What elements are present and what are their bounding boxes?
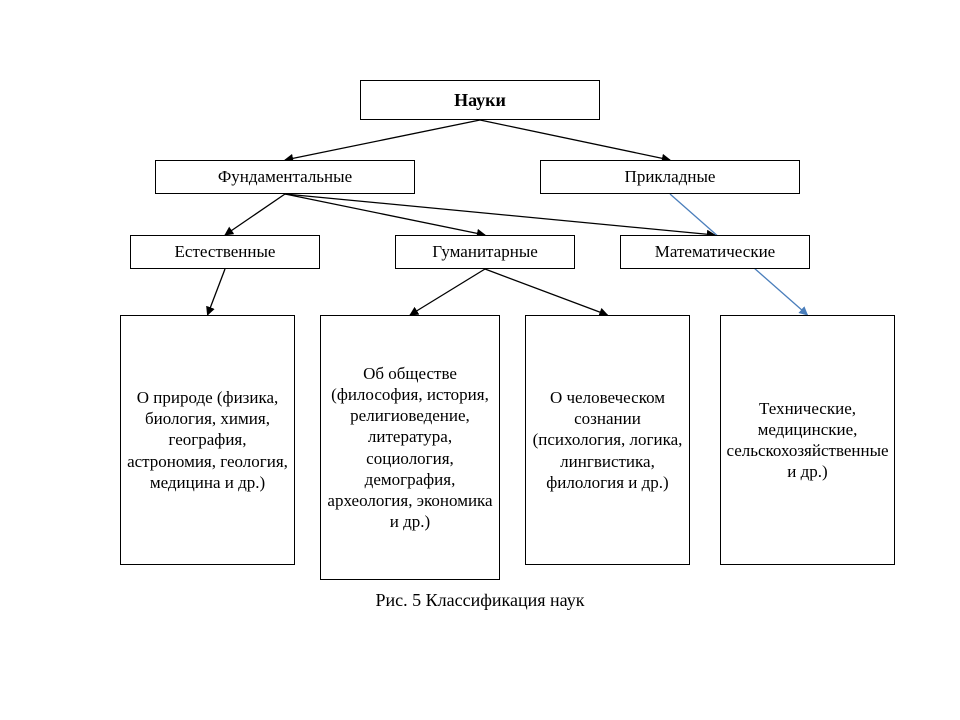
node-fundamental: Фундаментальные: [155, 160, 415, 194]
edge-fundamental-humanities: [285, 194, 485, 235]
node-math: Математические: [620, 235, 810, 269]
edge-root-fundamental: [285, 120, 480, 160]
edge-humanities-mind: [485, 269, 608, 315]
edge-humanities-society: [410, 269, 485, 315]
edge-natural-nature: [208, 269, 226, 315]
node-nature: О природе (физика, биология, химия, геог…: [120, 315, 295, 565]
figure-caption: Рис. 5 Классификация наук: [0, 590, 960, 611]
edge-fundamental-natural: [225, 194, 285, 235]
node-humanities: Гуманитарные: [395, 235, 575, 269]
node-society: Об обществе (философия, история, религио…: [320, 315, 500, 580]
node-mind: О человеческом сознании (психология, лог…: [525, 315, 690, 565]
node-applied: Прикладные: [540, 160, 800, 194]
edge-fundamental-math: [285, 194, 715, 235]
node-natural: Естественные: [130, 235, 320, 269]
node-tech: Технические, медицинские, сельскохозяйст…: [720, 315, 895, 565]
node-root: Науки: [360, 80, 600, 120]
edge-root-applied: [480, 120, 670, 160]
